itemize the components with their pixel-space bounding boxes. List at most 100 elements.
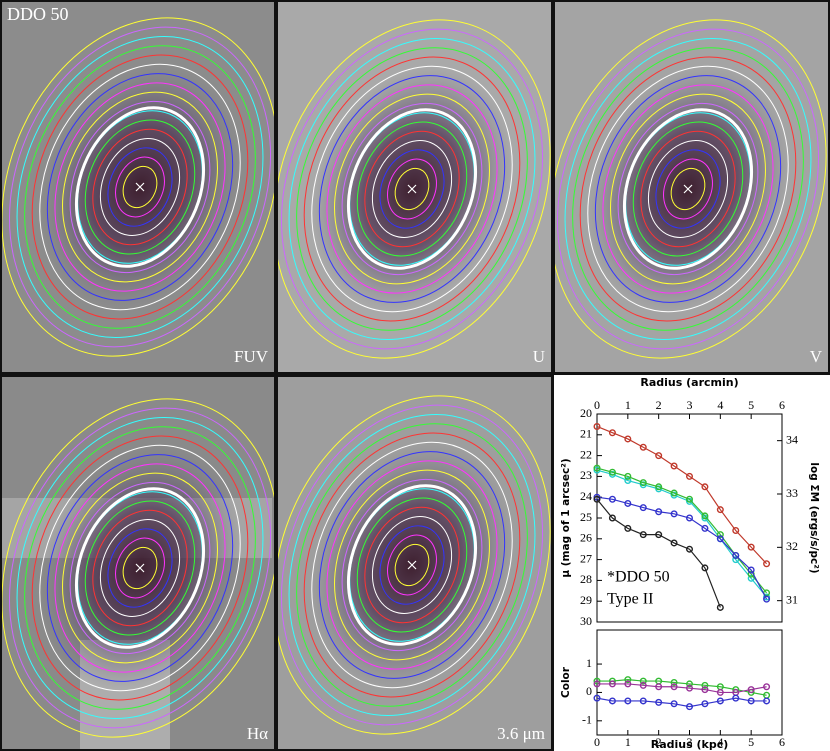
band-label: 3.6 μm	[497, 724, 545, 743]
isophote-ellipse	[107, 147, 173, 227]
y2-axis-label: log ΣM (ergs/s/pc²)	[808, 462, 820, 573]
data-point	[639, 531, 647, 539]
data-point	[716, 688, 724, 696]
band-label: Hα	[247, 724, 268, 743]
isophote-ellipse	[303, 56, 521, 322]
data-point	[639, 443, 647, 451]
data-point	[655, 531, 663, 539]
isophote-ellipse	[334, 469, 490, 661]
data-point	[624, 676, 632, 684]
y-tick-label: 30	[580, 614, 592, 628]
isophote-ellipse	[318, 75, 506, 303]
data-point	[655, 452, 663, 460]
y-tick-label: 0	[586, 684, 592, 698]
isophote-ellipse	[371, 140, 453, 238]
data-point	[655, 483, 663, 491]
data-point	[701, 483, 709, 491]
isophote-ellipse	[8, 407, 272, 729]
data-point	[716, 603, 724, 611]
data-point	[608, 468, 616, 476]
data-point	[747, 697, 755, 705]
x2-axis-label: Radius (arcmin)	[640, 376, 738, 389]
y-tick-label: 27	[580, 551, 592, 565]
y2-tick-label: 34	[786, 432, 798, 446]
isophote-ellipse	[387, 158, 437, 220]
isophote-ellipse	[280, 404, 544, 726]
data-point	[670, 489, 678, 497]
isophote-ellipse	[296, 423, 528, 707]
center-marker	[683, 184, 693, 194]
y-axis-label: Color	[560, 666, 572, 698]
data-point	[763, 560, 771, 568]
data-point	[701, 512, 709, 520]
isophote-ellipse	[107, 528, 173, 608]
break-ellipse	[74, 487, 206, 649]
x2-tick-label: 6	[779, 398, 785, 412]
isophote-ellipse	[364, 130, 460, 248]
y-tick-label: 21	[580, 427, 592, 441]
data-point	[701, 681, 709, 689]
isophote-ellipse	[46, 454, 234, 682]
isophote-ellipse	[564, 37, 812, 341]
data-point	[639, 677, 647, 685]
data-point	[732, 694, 740, 702]
image-panel	[2, 2, 274, 372]
data-point	[732, 526, 740, 534]
data-point	[593, 680, 601, 688]
isophote-ellipse	[24, 426, 256, 710]
data-point	[639, 504, 647, 512]
isophote-ellipse	[556, 28, 820, 350]
isophote-ellipse	[46, 73, 234, 301]
isophote-ellipse	[288, 413, 536, 717]
image-panel	[555, 2, 828, 372]
data-point	[670, 539, 678, 547]
isophote-ellipse	[326, 460, 498, 670]
data-point	[624, 697, 632, 705]
band-label: V	[810, 347, 823, 366]
center-marker	[407, 184, 417, 194]
data-point	[624, 435, 632, 443]
data-point	[701, 524, 709, 532]
data-point	[686, 684, 694, 692]
data-point	[701, 564, 709, 572]
isophote-ellipse	[54, 82, 226, 292]
chart-panel	[554, 375, 830, 751]
data-point	[716, 697, 724, 705]
data-point	[763, 697, 771, 705]
data-point	[747, 543, 755, 551]
isophote-ellipse	[99, 138, 181, 236]
x-tick-label: 1	[625, 735, 631, 749]
isophote-ellipse	[31, 54, 249, 320]
isophote-ellipse	[8, 26, 272, 348]
isophote-ellipse	[379, 525, 445, 605]
annotation: *DDO 50	[607, 569, 670, 586]
data-point	[608, 495, 616, 503]
data-point	[763, 595, 771, 603]
x2-tick-label: 3	[687, 398, 693, 412]
y-tick-label: 26	[580, 531, 592, 545]
isophote-ellipse	[311, 441, 513, 689]
data-point	[624, 472, 632, 480]
isophote-ellipse	[278, 395, 551, 735]
isophote-ellipse	[16, 35, 264, 339]
center-marker	[135, 563, 145, 573]
isophote-ellipse	[84, 119, 196, 255]
data-point	[655, 683, 663, 691]
data-point	[701, 686, 709, 694]
isophote-ellipse	[379, 149, 445, 229]
isophote-ellipse	[647, 140, 729, 238]
isophote-ellipse	[663, 158, 713, 220]
isophote-ellipse	[280, 28, 544, 350]
isophote-ellipse	[54, 463, 226, 673]
break-ellipse	[346, 108, 478, 270]
isophote-ellipse	[311, 65, 513, 313]
isophote-ellipse	[115, 537, 165, 599]
isophote-ellipse	[122, 546, 158, 590]
isophote-ellipse	[610, 93, 766, 285]
break-ellipse	[346, 484, 478, 646]
isophote-ellipse	[278, 19, 551, 359]
isophote-ellipse	[84, 500, 196, 636]
y2-tick-label: 31	[786, 592, 798, 606]
image-panel	[278, 2, 551, 372]
isophote-ellipse	[594, 75, 782, 303]
